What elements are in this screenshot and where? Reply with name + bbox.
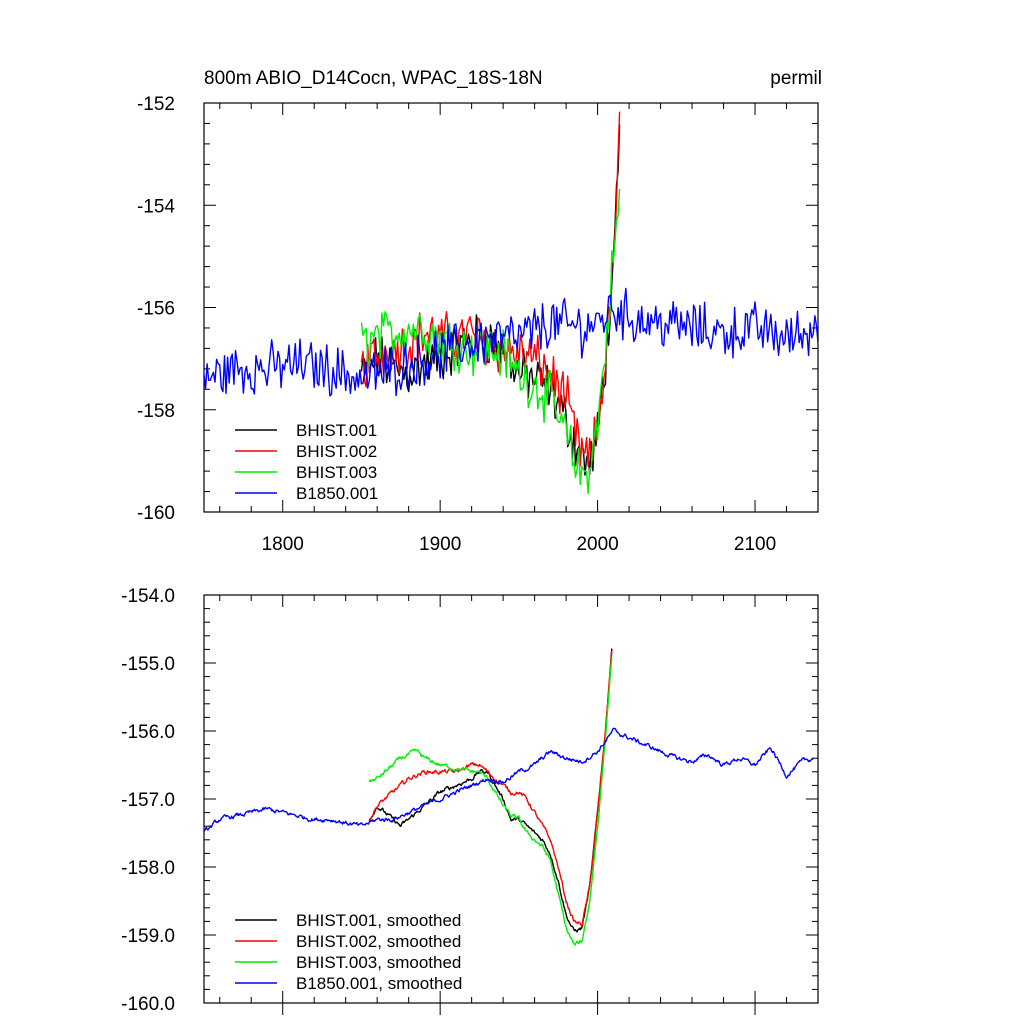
series-line-4 bbox=[204, 287, 818, 397]
x-tick-label: 2000 bbox=[576, 534, 618, 555]
series-line-4 bbox=[204, 727, 814, 832]
series-line-3 bbox=[360, 188, 621, 495]
top-panel: 1800 1900 2000 2100 -160 -158 -156 -154 -152 BHIS… bbox=[137, 94, 819, 555]
legend-label: B1850.001, smoothed bbox=[296, 974, 462, 993]
series-line-2 bbox=[368, 650, 613, 928]
legend-label: B1850.001 bbox=[296, 484, 378, 503]
y-tick-label: -154 bbox=[137, 196, 175, 217]
y-tick-label: -158.0 bbox=[121, 858, 175, 879]
bottom-panel: -160.0 -159.0 -158.0 -157.0 -156.0 -155.0 -154… bbox=[121, 586, 819, 1015]
chart-title: 800m ABIO_D14Cocn, WPAC_18S-18N bbox=[204, 68, 543, 89]
y-tick-label: -152 bbox=[137, 94, 175, 115]
series-line-2 bbox=[360, 111, 621, 467]
y-tick-label: -160.0 bbox=[121, 994, 175, 1015]
y-tick-label: -155.0 bbox=[121, 654, 175, 675]
y-tick-label: -154.0 bbox=[121, 586, 175, 607]
y-tick-label: -157.0 bbox=[121, 790, 175, 811]
legend-label: BHIST.002, smoothed bbox=[296, 932, 461, 951]
y-tick-label: -156 bbox=[137, 299, 175, 320]
series-line-1 bbox=[368, 648, 613, 933]
legend-label: BHIST.001, smoothed bbox=[296, 911, 461, 930]
legend-label: BHIST.003, smoothed bbox=[296, 953, 461, 972]
legend-label: BHIST.001 bbox=[296, 421, 377, 440]
y-tick-label: -160 bbox=[137, 503, 175, 524]
y-tick-label: -158 bbox=[137, 401, 175, 422]
x-tick-label: 2100 bbox=[734, 534, 776, 555]
legend-label: BHIST.003 bbox=[296, 463, 377, 482]
series-line-1 bbox=[360, 124, 621, 476]
y-tick-label: -159.0 bbox=[121, 926, 175, 947]
x-tick-label: 1800 bbox=[262, 534, 304, 555]
x-tick-label: 1900 bbox=[419, 534, 461, 555]
legend-label: BHIST.002 bbox=[296, 442, 377, 461]
chart-units: permil bbox=[770, 68, 822, 89]
series-line-3 bbox=[368, 657, 613, 946]
y-tick-label: -156.0 bbox=[121, 722, 175, 743]
